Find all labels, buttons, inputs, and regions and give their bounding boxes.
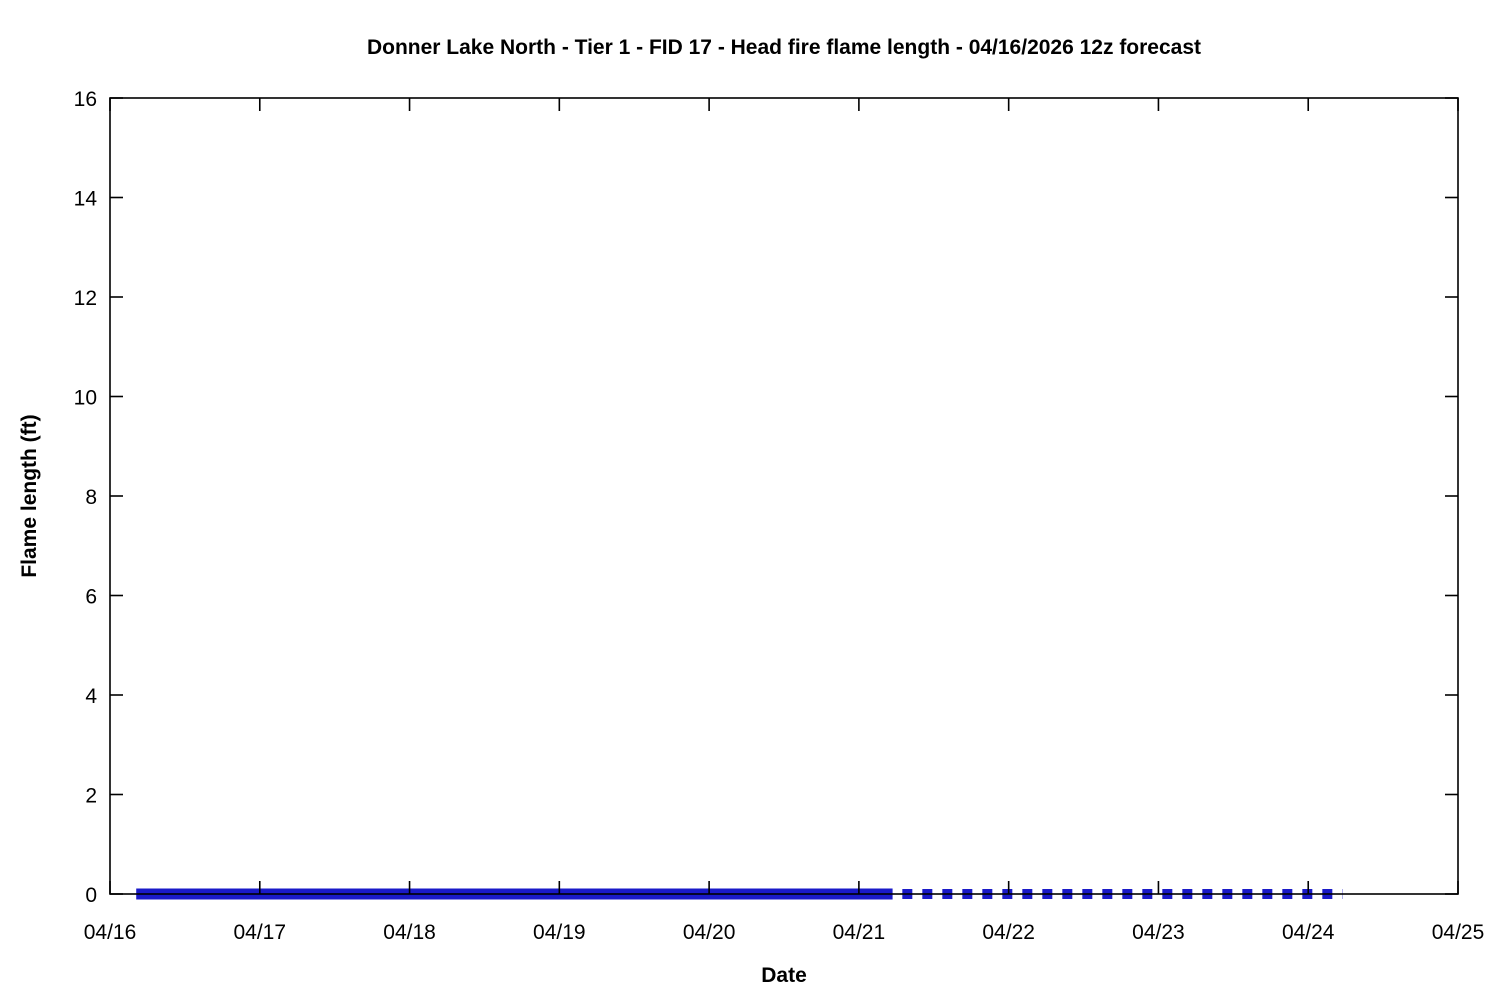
y-tick-label: 4 bbox=[85, 685, 97, 708]
y-tick-label: 12 bbox=[74, 287, 97, 310]
x-tick-label: 04/17 bbox=[233, 921, 286, 944]
x-axis-label: Date bbox=[761, 964, 807, 987]
x-tick-label: 04/16 bbox=[84, 921, 137, 944]
y-tick-label: 10 bbox=[74, 387, 97, 410]
y-tick-label: 0 bbox=[85, 884, 97, 907]
chart-title: Donner Lake North - Tier 1 - FID 17 - He… bbox=[366, 36, 1202, 59]
plot-frame bbox=[109, 97, 1459, 895]
y-tick-label: 8 bbox=[85, 486, 97, 509]
x-tick-label: 04/21 bbox=[833, 921, 886, 944]
x-tick-label: 04/24 bbox=[1282, 921, 1335, 944]
x-tick-label: 04/23 bbox=[1132, 921, 1185, 944]
x-tick-label: 04/18 bbox=[383, 921, 436, 944]
y-tick-label: 16 bbox=[74, 88, 97, 111]
x-tick-label: 04/25 bbox=[1432, 921, 1485, 944]
x-tick-label: 04/19 bbox=[533, 921, 586, 944]
y-tick-label: 6 bbox=[85, 586, 97, 609]
x-tick-label: 04/22 bbox=[982, 921, 1035, 944]
y-tick-label: 2 bbox=[85, 785, 97, 808]
x-tick-label: 04/20 bbox=[683, 921, 736, 944]
y-tick-label: 14 bbox=[74, 188, 98, 211]
